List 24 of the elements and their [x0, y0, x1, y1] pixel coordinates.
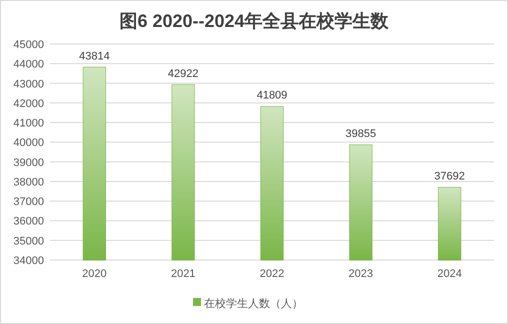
- y-tick-label: 44000: [13, 58, 44, 71]
- x-tick-label: 2022: [260, 268, 284, 280]
- x-tick-label: 2021: [170, 268, 196, 280]
- y-tick-label: 35000: [13, 235, 44, 248]
- y-tick-label: 39000: [13, 156, 44, 169]
- x-tick-label: 2020: [82, 268, 107, 280]
- y-tick-label: 34000: [13, 255, 44, 267]
- y-tick-label: 40000: [13, 137, 44, 150]
- y-tick-label: 42000: [13, 98, 44, 110]
- y-tick-label: 41000: [13, 118, 44, 130]
- data-label: 37692: [434, 170, 465, 183]
- y-tick-label: 36000: [13, 216, 44, 228]
- data-label: 43814: [79, 50, 110, 62]
- y-tick-label: 38000: [13, 176, 44, 188]
- y-tick-label: 37000: [13, 196, 44, 208]
- data-label: 41809: [256, 90, 288, 102]
- legend-label: 在校学生人数（人）: [204, 297, 303, 310]
- data-label: 42922: [168, 68, 198, 80]
- x-tick-label: 2024: [437, 268, 462, 280]
- chart-title: 图6 2020--2024年全县在校学生数: [119, 11, 390, 31]
- y-tick-label: 43000: [13, 78, 44, 90]
- y-tick-label: 45000: [13, 39, 44, 51]
- x-tick-label: 2023: [348, 268, 374, 280]
- data-label: 39855: [346, 128, 376, 140]
